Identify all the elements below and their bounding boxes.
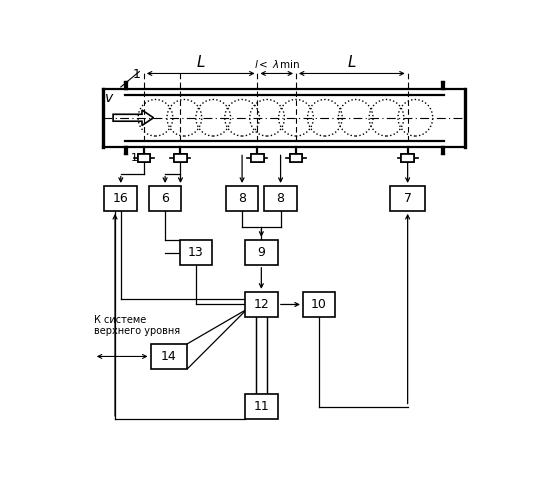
Text: 14: 14 (161, 350, 177, 363)
Text: $l{<}\ \lambda$min: $l{<}\ \lambda$min (254, 58, 300, 70)
Bar (245, 394, 278, 419)
Bar (226, 186, 259, 211)
Text: 5: 5 (296, 153, 302, 163)
Bar (138, 154, 150, 162)
Text: 12: 12 (254, 298, 269, 311)
Text: 2: 2 (180, 153, 187, 163)
Bar (245, 240, 278, 265)
Bar (251, 154, 264, 162)
Text: 10: 10 (311, 298, 327, 311)
Bar (390, 186, 425, 211)
Bar (150, 344, 187, 369)
Text: $L$: $L$ (347, 54, 357, 70)
Text: v: v (105, 92, 113, 106)
Text: 4: 4 (257, 153, 264, 163)
Bar (401, 154, 414, 162)
Text: 16: 16 (113, 192, 129, 205)
FancyArrow shape (113, 110, 154, 126)
Text: $L$: $L$ (196, 54, 205, 70)
Bar (251, 154, 264, 162)
Bar (290, 154, 302, 162)
Text: 1: 1 (132, 68, 140, 82)
Bar (104, 186, 137, 211)
Bar (302, 292, 335, 317)
Text: 15: 15 (131, 153, 145, 163)
Bar (245, 292, 278, 317)
Bar (264, 186, 297, 211)
Bar (290, 154, 302, 162)
Text: 3: 3 (407, 153, 414, 163)
Text: 9: 9 (258, 246, 265, 259)
Text: 8: 8 (276, 192, 285, 205)
Bar (138, 154, 150, 162)
Bar (149, 186, 181, 211)
Bar (401, 154, 414, 162)
Text: 8: 8 (238, 192, 246, 205)
Text: 7: 7 (403, 192, 412, 205)
Text: 6: 6 (161, 192, 169, 205)
Text: 13: 13 (188, 246, 204, 259)
Bar (174, 154, 186, 162)
Bar (179, 240, 212, 265)
Text: 11: 11 (254, 400, 269, 413)
Bar (174, 154, 186, 162)
Text: К системе
верхнего уровня: К системе верхнего уровня (94, 315, 180, 336)
